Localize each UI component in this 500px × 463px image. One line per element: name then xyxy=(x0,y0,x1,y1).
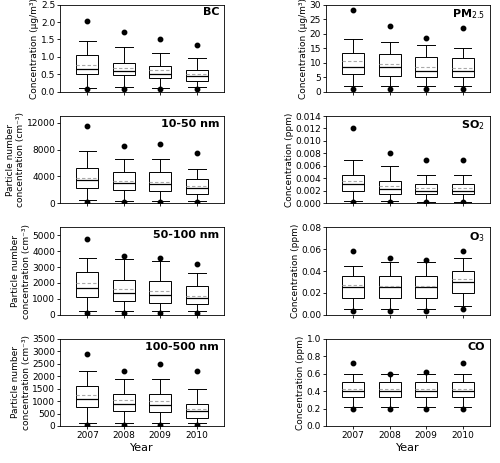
Y-axis label: Particle number
concentration (cm⁻³): Particle number concentration (cm⁻³) xyxy=(6,112,25,207)
Bar xyxy=(186,70,208,81)
Bar xyxy=(113,63,135,75)
Bar xyxy=(342,175,364,191)
Bar xyxy=(186,179,208,194)
Bar xyxy=(76,386,98,407)
Bar xyxy=(452,382,473,397)
Bar xyxy=(76,55,98,74)
Bar xyxy=(379,54,400,76)
Bar xyxy=(379,382,400,397)
Bar xyxy=(415,382,437,397)
Y-axis label: Concentration (ppm): Concentration (ppm) xyxy=(290,224,300,318)
Text: O$_3$: O$_3$ xyxy=(470,230,485,244)
Bar xyxy=(150,66,171,78)
Text: 100-500 nm: 100-500 nm xyxy=(146,342,219,351)
Bar xyxy=(379,181,400,194)
Bar xyxy=(452,58,473,77)
Text: 50-100 nm: 50-100 nm xyxy=(153,230,219,240)
Y-axis label: Concentration (ppm): Concentration (ppm) xyxy=(296,335,306,430)
Bar xyxy=(113,394,135,411)
Bar xyxy=(186,404,208,419)
Text: PM$_{2.5}$: PM$_{2.5}$ xyxy=(452,7,485,21)
Bar xyxy=(186,286,208,304)
X-axis label: Year: Year xyxy=(396,443,420,453)
Y-axis label: Concentration (ppm): Concentration (ppm) xyxy=(285,113,294,207)
Bar xyxy=(342,52,364,74)
Bar xyxy=(113,172,135,190)
Y-axis label: Particle number
concentration (cm⁻³): Particle number concentration (cm⁻³) xyxy=(12,335,31,430)
Bar xyxy=(379,276,400,298)
Bar xyxy=(342,382,364,397)
Text: CO: CO xyxy=(468,342,485,351)
Bar xyxy=(452,271,473,293)
Y-axis label: Concentration (μg/m³): Concentration (μg/m³) xyxy=(299,0,308,99)
Bar xyxy=(415,57,437,77)
Bar xyxy=(76,272,98,297)
Bar xyxy=(150,172,171,191)
Y-axis label: Particle number
concentration (cm⁻³): Particle number concentration (cm⁻³) xyxy=(12,224,31,319)
Bar xyxy=(150,394,171,412)
Bar xyxy=(150,282,171,303)
Text: SO$_2$: SO$_2$ xyxy=(462,119,485,132)
Bar xyxy=(415,276,437,298)
Bar xyxy=(452,184,473,194)
Bar xyxy=(342,276,364,298)
Bar xyxy=(113,280,135,301)
Bar xyxy=(415,184,437,194)
Text: BC: BC xyxy=(202,7,219,17)
Y-axis label: Concentration (μg/m³): Concentration (μg/m³) xyxy=(30,0,40,99)
Text: 10-50 nm: 10-50 nm xyxy=(160,119,219,129)
X-axis label: Year: Year xyxy=(130,443,154,453)
Bar xyxy=(76,168,98,188)
